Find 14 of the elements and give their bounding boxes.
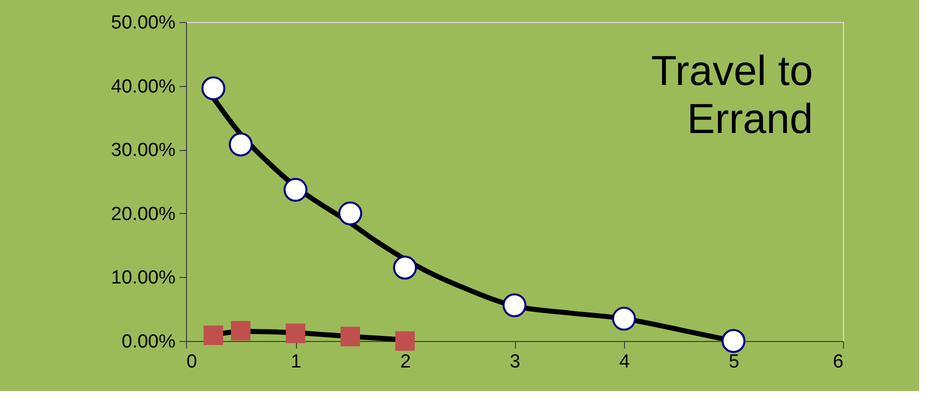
- text: Travel to Errand: [651, 47, 813, 142]
- y-tick-label: 10.00%: [111, 268, 176, 289]
- y-tick-label: 30.00%: [111, 140, 176, 162]
- y-tick-label: 0.00%: [122, 332, 176, 352]
- x-tick-label: 0: [186, 352, 198, 372]
- y-tick-label: 20.00%: [111, 204, 176, 225]
- x-tick-label: 6: [832, 352, 844, 372]
- x-tick-label: 1: [290, 352, 302, 372]
- x-tick-label: 5: [728, 352, 740, 372]
- x-tick-label: 4: [619, 352, 630, 372]
- x-tick-label: 2: [400, 352, 411, 372]
- x-tick-label: 3: [510, 352, 520, 372]
- y-tick-label: 40.00%: [111, 76, 176, 98]
- y-tick-label: 50.00%: [111, 12, 176, 34]
